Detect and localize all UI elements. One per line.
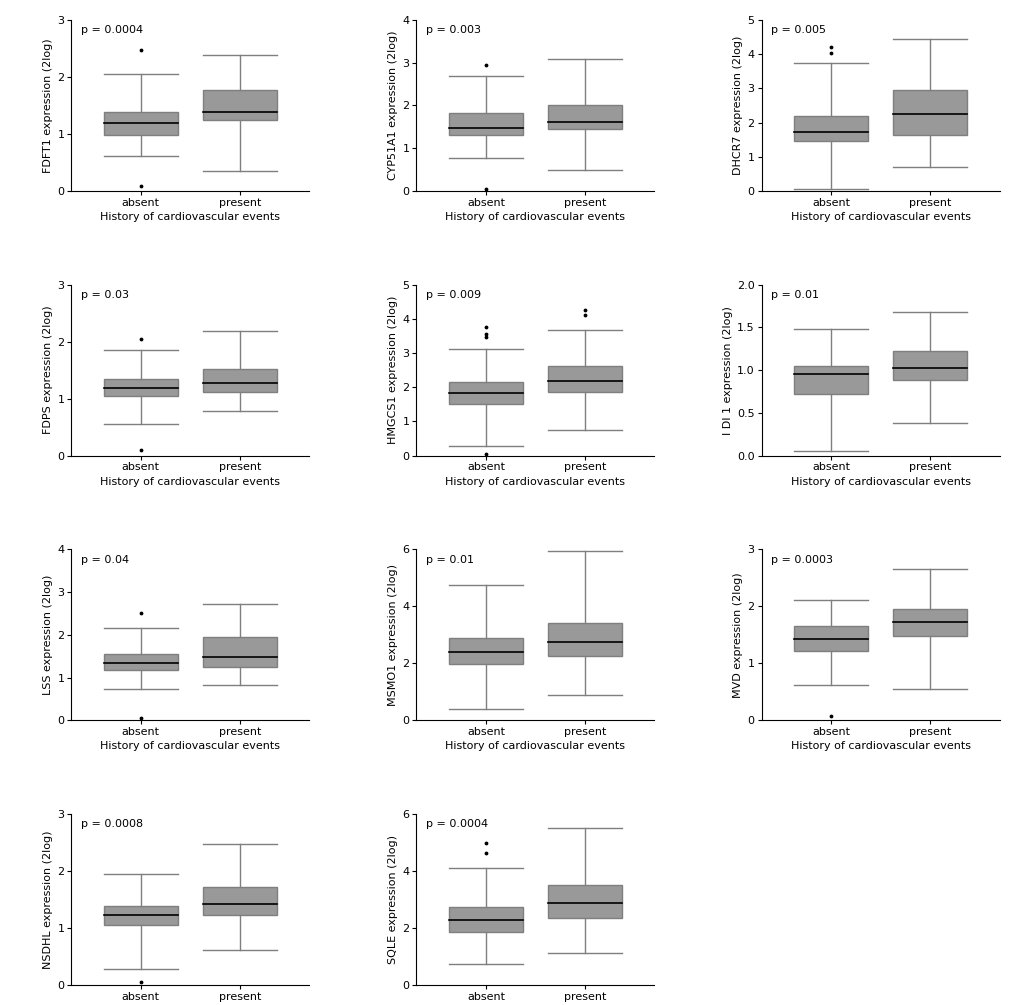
X-axis label: History of cardiovascular events: History of cardiovascular events: [790, 476, 970, 486]
Text: p = 0.009: p = 0.009: [426, 289, 481, 299]
Bar: [448, 638, 523, 664]
Bar: [892, 352, 966, 381]
Y-axis label: HMGCS1 expression (2log): HMGCS1 expression (2log): [388, 296, 397, 444]
X-axis label: History of cardiovascular events: History of cardiovascular events: [100, 742, 280, 752]
Text: p = 0.0004: p = 0.0004: [426, 819, 488, 829]
X-axis label: History of cardiovascular events: History of cardiovascular events: [445, 742, 625, 752]
Text: p = 0.01: p = 0.01: [770, 289, 818, 299]
Bar: [793, 626, 867, 651]
Y-axis label: I DI 1 expression (2log): I DI 1 expression (2log): [722, 306, 732, 434]
Y-axis label: LSS expression (2log): LSS expression (2log): [43, 575, 53, 695]
Y-axis label: DHCR7 expression (2log): DHCR7 expression (2log): [733, 36, 743, 175]
X-axis label: History of cardiovascular events: History of cardiovascular events: [445, 212, 625, 222]
Y-axis label: NSDHL expression (2log): NSDHL expression (2log): [43, 830, 53, 969]
Text: p = 0.04: p = 0.04: [81, 555, 129, 565]
Bar: [793, 116, 867, 142]
X-axis label: History of cardiovascular events: History of cardiovascular events: [790, 742, 970, 752]
Bar: [203, 89, 277, 120]
Bar: [547, 366, 622, 392]
Bar: [203, 887, 277, 916]
Y-axis label: MSMO1 expression (2log): MSMO1 expression (2log): [388, 564, 397, 706]
Text: p = 0.03: p = 0.03: [81, 289, 128, 299]
X-axis label: History of cardiovascular events: History of cardiovascular events: [100, 212, 280, 222]
Text: p = 0.003: p = 0.003: [426, 25, 481, 35]
Bar: [104, 907, 178, 926]
Text: p = 0.01: p = 0.01: [426, 555, 474, 565]
Y-axis label: MVD expression (2log): MVD expression (2log): [733, 572, 743, 697]
Text: p = 0.0003: p = 0.0003: [770, 555, 833, 565]
X-axis label: History of cardiovascular events: History of cardiovascular events: [445, 476, 625, 486]
Bar: [793, 366, 867, 394]
Bar: [547, 105, 622, 129]
Bar: [104, 113, 178, 135]
Bar: [547, 623, 622, 656]
Bar: [892, 609, 966, 636]
Text: p = 0.0008: p = 0.0008: [81, 819, 143, 829]
Bar: [448, 907, 523, 933]
Bar: [203, 637, 277, 667]
Bar: [892, 90, 966, 135]
Text: p = 0.0004: p = 0.0004: [81, 25, 143, 35]
Text: p = 0.005: p = 0.005: [770, 25, 825, 35]
Y-axis label: FDFT1 expression (2log): FDFT1 expression (2log): [43, 38, 53, 173]
Bar: [104, 654, 178, 670]
Bar: [448, 114, 523, 136]
Y-axis label: CYP51A1 expression (2log): CYP51A1 expression (2log): [388, 31, 397, 180]
X-axis label: History of cardiovascular events: History of cardiovascular events: [100, 476, 280, 486]
Bar: [448, 382, 523, 404]
Y-axis label: FDPS expression (2log): FDPS expression (2log): [43, 306, 53, 434]
Bar: [203, 369, 277, 392]
Y-axis label: SQLE expression (2log): SQLE expression (2log): [388, 835, 397, 964]
Bar: [547, 884, 622, 918]
Bar: [104, 379, 178, 396]
X-axis label: History of cardiovascular events: History of cardiovascular events: [790, 212, 970, 222]
